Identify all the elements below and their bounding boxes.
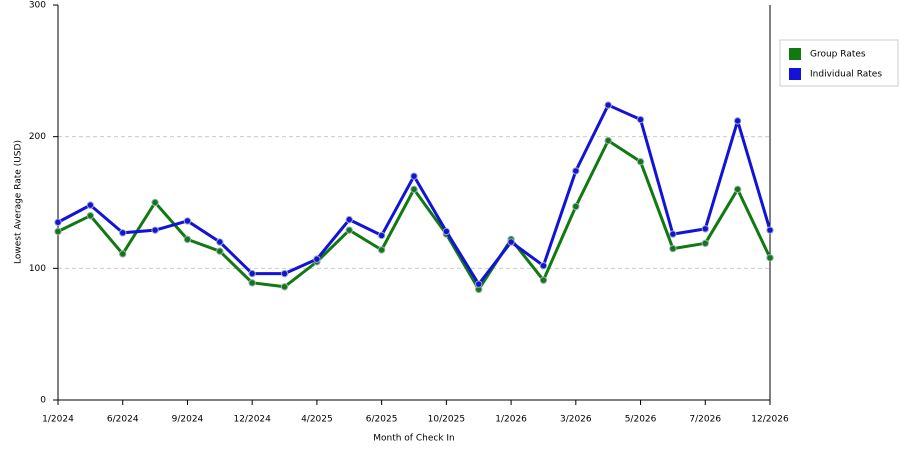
x-tick-label: 12/2024 bbox=[233, 415, 271, 425]
data-point bbox=[636, 115, 645, 124]
data-point bbox=[539, 276, 548, 284]
data-point bbox=[216, 247, 224, 255]
data-point bbox=[54, 227, 62, 236]
x-tick-label: 1/2024 bbox=[42, 415, 74, 425]
data-point bbox=[604, 136, 612, 145]
data-point bbox=[475, 280, 483, 288]
data-point bbox=[572, 167, 580, 175]
data-point bbox=[119, 229, 127, 237]
x-tick-label: 3/2026 bbox=[560, 415, 592, 425]
data-point bbox=[151, 198, 159, 207]
data-point bbox=[183, 235, 192, 244]
plot-area bbox=[58, 5, 770, 400]
x-tick-label: 12/2026 bbox=[751, 415, 789, 425]
x-tick-label: 9/2024 bbox=[172, 415, 204, 425]
data-point bbox=[280, 269, 289, 278]
legend-swatch bbox=[789, 48, 801, 60]
data-point bbox=[572, 202, 580, 211]
data-point bbox=[151, 226, 159, 234]
y-tick-label: 0 bbox=[40, 396, 46, 406]
legend-label: Group Rates bbox=[810, 50, 866, 60]
data-point bbox=[733, 185, 742, 194]
x-tick-label: 4/2025 bbox=[301, 415, 333, 425]
data-point bbox=[345, 215, 353, 224]
x-tick-label: 7/2026 bbox=[689, 415, 721, 425]
data-point bbox=[377, 231, 386, 240]
data-point bbox=[669, 230, 677, 238]
x-tick-label: 1/2026 bbox=[495, 415, 527, 425]
x-tick-label: 6/2024 bbox=[107, 415, 139, 425]
legend-label: Individual Rates bbox=[810, 70, 882, 80]
data-point bbox=[216, 238, 224, 246]
data-point bbox=[733, 117, 742, 125]
data-point bbox=[507, 238, 515, 246]
data-point bbox=[604, 101, 612, 109]
data-point bbox=[636, 157, 645, 166]
data-point bbox=[766, 226, 774, 234]
data-point bbox=[701, 225, 709, 233]
x-tick-label: 10/2025 bbox=[428, 415, 465, 425]
y-tick-label: 200 bbox=[29, 132, 46, 142]
data-point bbox=[248, 269, 256, 278]
data-point bbox=[442, 227, 451, 236]
x-tick-label: 5/2026 bbox=[625, 415, 657, 425]
data-point bbox=[119, 250, 127, 258]
data-point bbox=[54, 218, 62, 226]
data-point bbox=[86, 211, 95, 220]
data-point bbox=[345, 226, 353, 234]
data-point bbox=[539, 262, 548, 270]
data-point bbox=[280, 283, 289, 291]
data-point bbox=[183, 217, 192, 225]
x-axis-label: Month of Check In bbox=[373, 434, 455, 444]
data-point bbox=[86, 201, 95, 209]
y-tick-label: 100 bbox=[29, 264, 46, 274]
data-point bbox=[701, 239, 709, 248]
data-point bbox=[377, 246, 386, 254]
data-point bbox=[410, 185, 418, 194]
data-point bbox=[248, 279, 256, 287]
legend-swatch bbox=[789, 68, 801, 80]
data-point bbox=[313, 255, 321, 263]
data-point bbox=[410, 172, 418, 180]
y-axis-label: Lowest Average Rate (USD) bbox=[14, 140, 24, 264]
data-point bbox=[669, 244, 677, 253]
x-tick-label: 6/2025 bbox=[366, 415, 398, 425]
data-point bbox=[766, 254, 774, 262]
y-tick-label: 300 bbox=[29, 1, 46, 11]
